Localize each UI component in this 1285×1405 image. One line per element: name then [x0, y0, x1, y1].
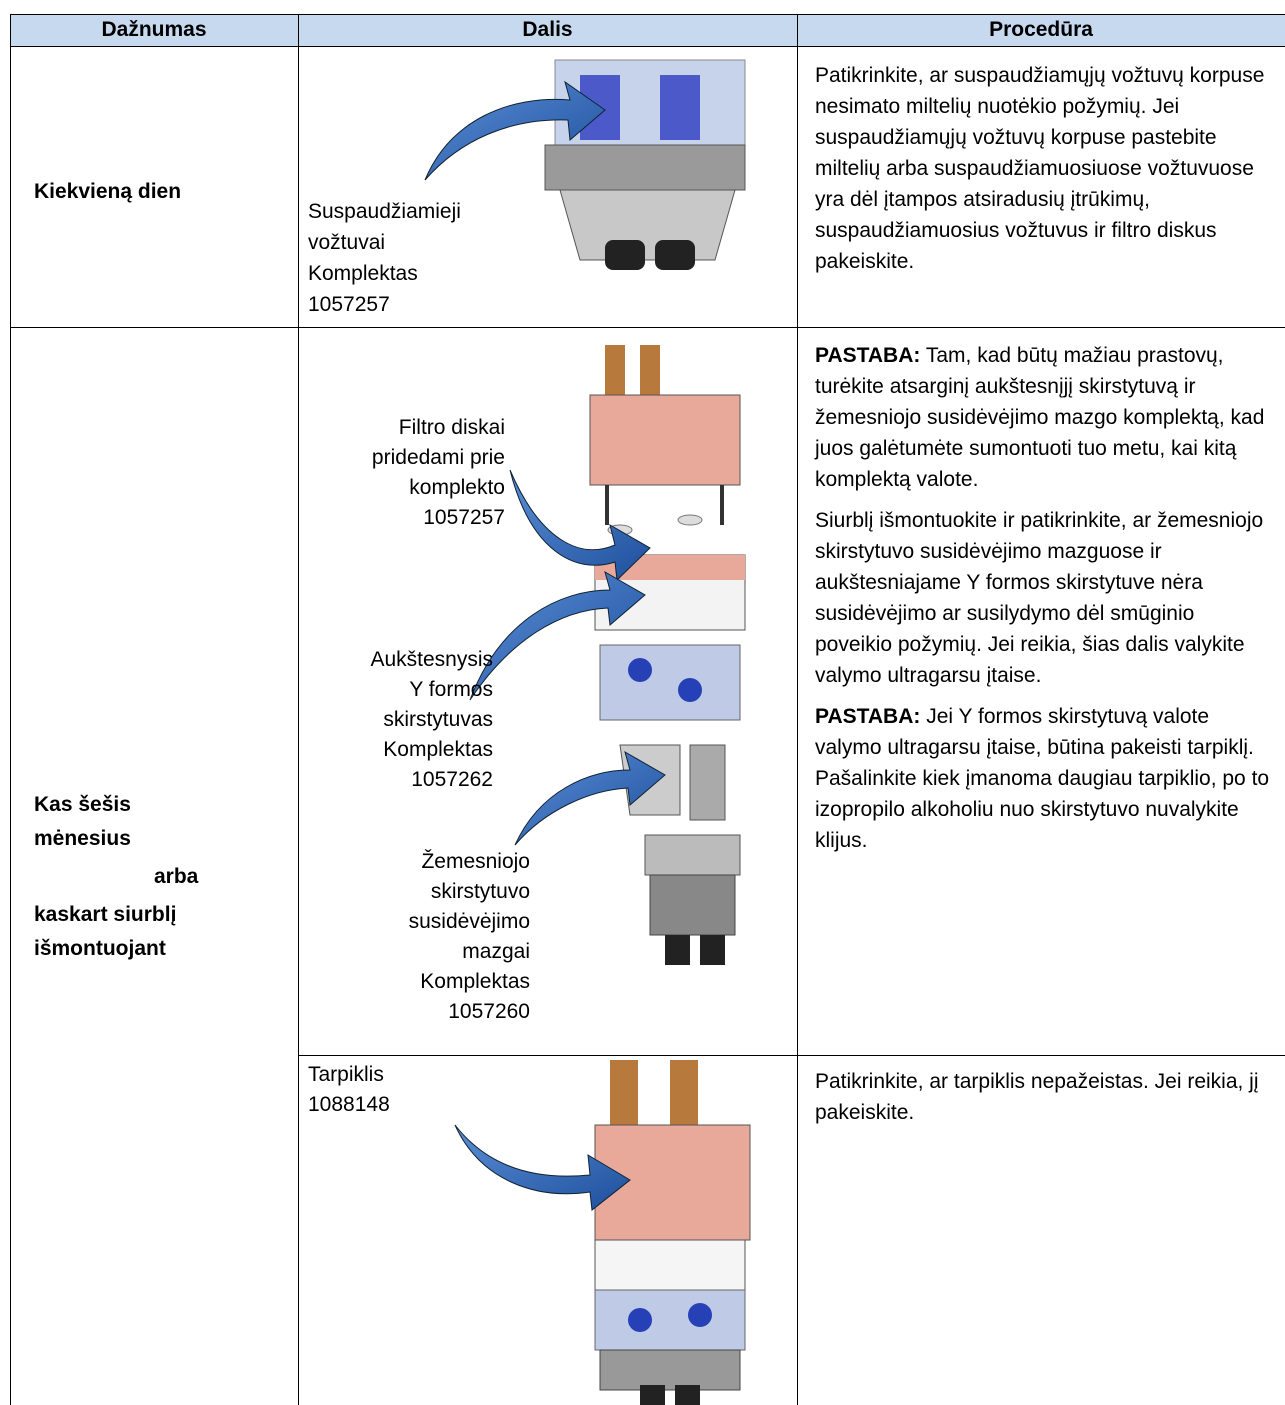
text-line: vožtuvai — [308, 231, 386, 254]
arrow — [424, 80, 606, 181]
header-cell: Dažnumas — [101, 18, 207, 41]
arrow — [514, 750, 666, 846]
text-line: skirstytuvas — [383, 708, 493, 731]
rule — [298, 1055, 1285, 1056]
text-line: Aukštesnysis — [370, 648, 493, 671]
rule — [10, 14, 11, 1405]
text-line: 1088148 — [308, 1093, 390, 1116]
text-line: 1057262 — [411, 768, 493, 791]
text-line: Filtro diskai — [398, 416, 505, 439]
text-line: Komplektas — [383, 738, 493, 761]
text-line: 1057260 — [448, 1000, 530, 1023]
paragraph-text: Patikrinkite, ar suspaudžiamųjų vožtuvų … — [815, 64, 1265, 273]
paragraph: PASTABA: Tam, kad būtų mažiau prastovų, … — [815, 340, 1277, 495]
rule — [10, 14, 1285, 15]
text-line: Suspaudžiamieji — [308, 200, 461, 223]
paragraph-text: Tam, kad būtų mažiau prastovų, turėkite … — [815, 344, 1265, 491]
assembly-image — [594, 1060, 751, 1405]
text-line: arba — [154, 865, 199, 888]
text-line: kaskart siurblį — [34, 903, 177, 926]
header-cell: Procedūra — [989, 18, 1093, 41]
rule — [10, 46, 1285, 47]
part-label: Suspaudžiamieji vožtuvai Komplektas 1057257 — [308, 196, 461, 320]
paragraph: PASTABA: Jei Y formos skirstytuvą valote… — [815, 701, 1277, 856]
header-bg — [10, 14, 1285, 46]
text-line: Tarpiklis — [308, 1063, 384, 1086]
exploded-image — [589, 345, 746, 965]
paragraph-text: Jei Y formos skirstytuvą valote valymo u… — [815, 705, 1270, 852]
text-line: 1057257 — [308, 293, 390, 316]
text-line: mazgai — [462, 940, 530, 963]
text-line: Komplektas — [420, 970, 530, 993]
paragraph: Patikrinkite, ar tarpiklis nepažeistas. … — [815, 1066, 1277, 1128]
text-line: Žemesniojo — [421, 850, 530, 873]
rule — [10, 327, 1285, 328]
text-line: Kiekvieną dien — [34, 180, 182, 203]
text-line: susidėvėjimo — [408, 910, 530, 933]
frequency: Kiekvieną dien — [34, 175, 181, 209]
paragraph: Siurblį išmontuokite ir patikrinkite, ar… — [815, 505, 1277, 691]
paragraph-text: Siurblį išmontuokite ir patikrinkite, ar… — [815, 509, 1264, 687]
header-cell: Dalis — [522, 18, 573, 41]
paragraph: Patikrinkite, ar suspaudžiamųjų vožtuvų … — [815, 60, 1277, 277]
text-line: Y formos — [409, 678, 493, 701]
text-line: skirstytuvo — [430, 880, 530, 903]
text-line: Kas šešis — [34, 793, 131, 816]
text-line: pridedami prie — [371, 446, 505, 469]
frequency: Kas šešis mėnesius arba kaskart siurblį išmo… — [34, 788, 198, 966]
rule — [298, 14, 299, 1405]
arrow — [509, 469, 651, 582]
procedure: PASTABA: Tam, kad būtų mažiau prastovų, … — [815, 340, 1277, 866]
text-line: mėnesius — [34, 827, 131, 850]
arrow — [469, 570, 646, 701]
arrow — [454, 1124, 631, 1211]
part-label: Aukštesnysis Y formos skirstytuvas Komplekt… — [370, 645, 493, 795]
paragraph-text: Patikrinkite, ar tarpiklis nepažeistas. … — [815, 1070, 1259, 1124]
rule — [797, 14, 798, 1405]
text-line: komplekto — [409, 476, 505, 499]
part-label: Tarpiklis 1088148 — [308, 1060, 390, 1120]
part-label: Žemesniojo skirstytuvo susidėvėjimo mazgai K… — [409, 847, 530, 1027]
procedure: Patikrinkite, ar suspaudžiamųjų vožtuvų … — [815, 60, 1277, 287]
note-label: PASTABA: — [815, 705, 921, 728]
note-label: PASTABA: — [815, 344, 921, 367]
text-line: Komplektas — [308, 262, 418, 285]
text-line: 1057257 — [423, 506, 505, 529]
text-line: išmontuojant — [34, 937, 166, 960]
procedure: Patikrinkite, ar tarpiklis nepažeistas. … — [815, 1066, 1277, 1138]
part-label: Filtro diskai pridedami prie komplekto 1057… — [372, 413, 505, 533]
